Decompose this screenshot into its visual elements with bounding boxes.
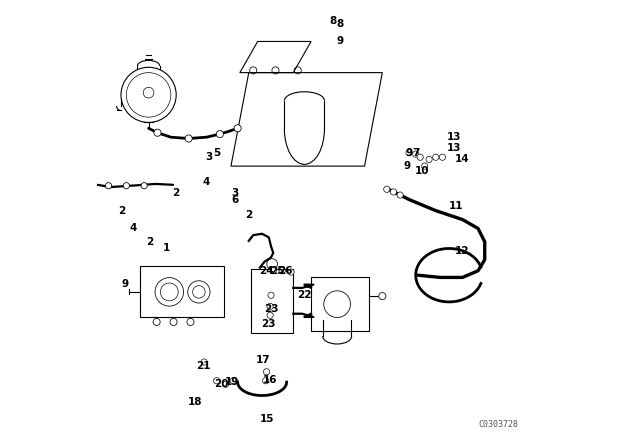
Circle shape bbox=[383, 186, 390, 192]
Text: 4: 4 bbox=[203, 177, 210, 187]
Circle shape bbox=[433, 154, 439, 160]
Text: 15: 15 bbox=[259, 414, 274, 424]
Text: 13: 13 bbox=[446, 143, 461, 153]
Text: 3: 3 bbox=[205, 152, 212, 162]
Text: 6: 6 bbox=[232, 194, 239, 205]
Circle shape bbox=[390, 189, 397, 195]
Circle shape bbox=[106, 183, 111, 189]
Circle shape bbox=[141, 183, 147, 189]
Circle shape bbox=[264, 369, 269, 375]
Circle shape bbox=[279, 267, 285, 274]
Text: 2: 2 bbox=[245, 210, 252, 220]
Circle shape bbox=[288, 269, 294, 275]
Circle shape bbox=[230, 378, 236, 384]
Text: 20: 20 bbox=[214, 379, 228, 389]
Circle shape bbox=[201, 359, 207, 365]
Text: 9: 9 bbox=[337, 36, 344, 47]
Circle shape bbox=[153, 319, 160, 326]
Circle shape bbox=[397, 192, 403, 198]
Text: 24: 24 bbox=[259, 266, 274, 276]
Circle shape bbox=[185, 135, 192, 142]
Text: 21: 21 bbox=[196, 362, 211, 371]
Text: C0303728: C0303728 bbox=[478, 420, 518, 429]
Text: 9: 9 bbox=[403, 161, 410, 171]
Text: 7: 7 bbox=[412, 148, 419, 158]
Circle shape bbox=[270, 267, 276, 274]
Text: 2: 2 bbox=[172, 188, 179, 198]
Circle shape bbox=[422, 163, 428, 169]
Text: 9: 9 bbox=[122, 279, 129, 289]
Text: 12: 12 bbox=[455, 246, 470, 256]
Text: 19: 19 bbox=[225, 377, 239, 387]
Text: 23: 23 bbox=[262, 319, 276, 329]
Circle shape bbox=[187, 319, 194, 326]
Circle shape bbox=[214, 378, 220, 384]
Circle shape bbox=[223, 381, 228, 388]
Text: 26: 26 bbox=[278, 266, 292, 276]
Text: 5: 5 bbox=[213, 148, 220, 158]
Circle shape bbox=[268, 292, 274, 298]
Text: 11: 11 bbox=[449, 201, 463, 211]
Text: 18: 18 bbox=[188, 397, 203, 407]
Circle shape bbox=[262, 378, 269, 384]
Text: 8: 8 bbox=[337, 19, 344, 29]
Circle shape bbox=[267, 312, 273, 319]
Text: 16: 16 bbox=[263, 375, 277, 385]
Text: 10: 10 bbox=[415, 166, 429, 176]
Text: 23: 23 bbox=[264, 304, 278, 314]
Text: 3: 3 bbox=[232, 188, 239, 198]
Circle shape bbox=[413, 151, 419, 157]
Circle shape bbox=[406, 150, 412, 156]
Text: 17: 17 bbox=[256, 355, 270, 365]
Circle shape bbox=[426, 156, 432, 163]
Circle shape bbox=[124, 183, 129, 189]
Text: 8: 8 bbox=[330, 17, 337, 26]
Text: 1: 1 bbox=[163, 243, 170, 254]
Circle shape bbox=[417, 154, 423, 160]
Circle shape bbox=[234, 125, 241, 132]
Text: 2: 2 bbox=[147, 237, 154, 247]
Text: 4: 4 bbox=[129, 224, 137, 233]
Text: 9: 9 bbox=[406, 148, 413, 158]
Text: 25: 25 bbox=[271, 266, 285, 276]
Circle shape bbox=[267, 303, 273, 310]
Text: 2: 2 bbox=[118, 206, 125, 215]
Text: 13: 13 bbox=[446, 132, 461, 142]
Circle shape bbox=[379, 293, 386, 300]
Circle shape bbox=[170, 319, 177, 326]
Text: 22: 22 bbox=[297, 290, 312, 300]
Circle shape bbox=[216, 130, 223, 138]
Circle shape bbox=[154, 129, 161, 136]
Text: 14: 14 bbox=[455, 155, 470, 164]
Circle shape bbox=[439, 154, 445, 160]
